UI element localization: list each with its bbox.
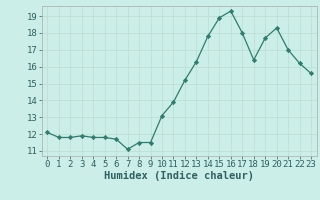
X-axis label: Humidex (Indice chaleur): Humidex (Indice chaleur) [104, 171, 254, 181]
